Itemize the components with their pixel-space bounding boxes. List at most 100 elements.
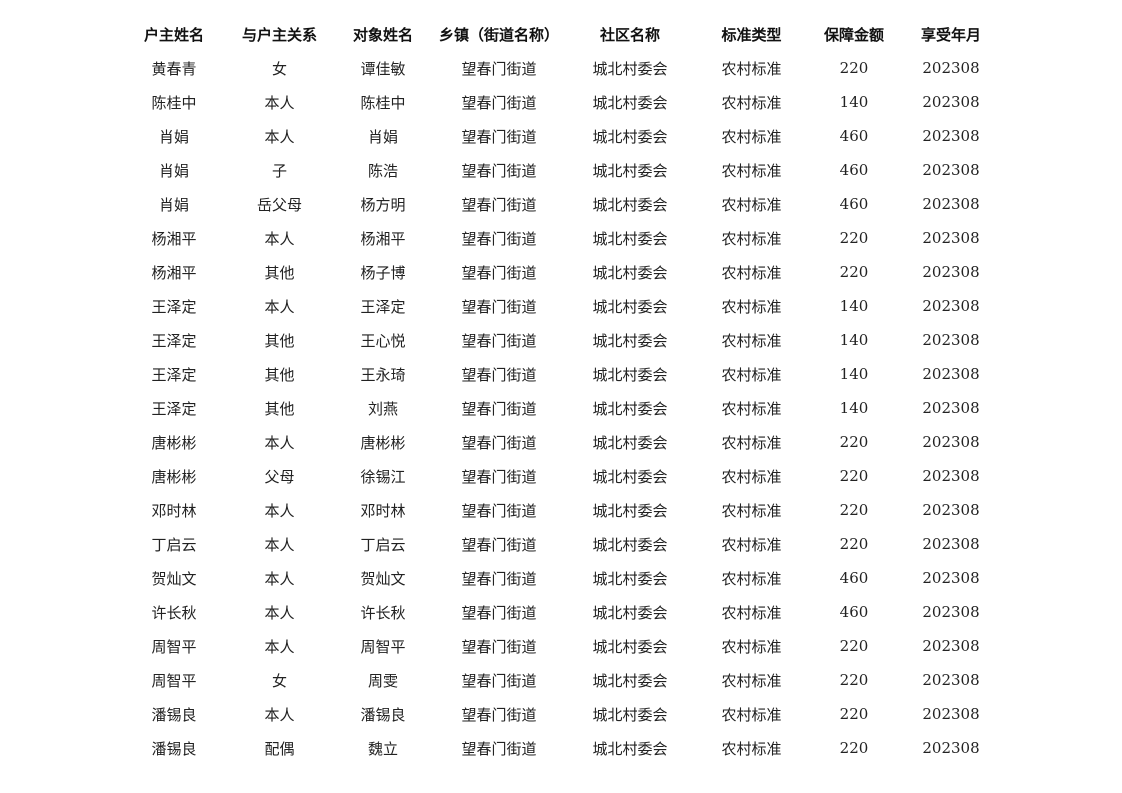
- cell-recipient-name: 周智平: [360, 637, 406, 656]
- cell-township: 望春门街道: [461, 705, 537, 724]
- cell-township: 望春门街道: [461, 637, 537, 656]
- cell-period: 202308: [922, 433, 980, 451]
- cell-amount: 220: [839, 535, 869, 553]
- cell-relationship: 其他: [264, 331, 295, 350]
- cell-amount: 140: [839, 297, 869, 315]
- table-row: 杨湘平 本人 杨湘平 望春门街道 城北村委会 农村标准 220 202308: [120, 221, 1000, 255]
- cell-community: 城北村委会: [592, 59, 668, 78]
- cell-community: 城北村委会: [592, 671, 668, 690]
- cell-standard-type: 农村标准: [721, 501, 782, 520]
- cell-period: 202308: [922, 535, 980, 553]
- cell-amount: 220: [839, 501, 869, 519]
- cell-standard-type: 农村标准: [721, 705, 782, 724]
- cell-relationship: 本人: [264, 297, 295, 316]
- cell-recipient-name: 许长秋: [360, 603, 406, 622]
- cell-amount: 460: [839, 195, 869, 213]
- cell-household-head-name: 王泽定: [151, 365, 197, 384]
- cell-amount: 460: [839, 603, 869, 621]
- cell-household-head-name: 许长秋: [151, 603, 197, 622]
- cell-community: 城北村委会: [592, 603, 668, 622]
- cell-household-head-name: 唐彬彬: [151, 433, 197, 452]
- cell-community: 城北村委会: [592, 365, 668, 384]
- cell-household-head-name: 潘锡良: [151, 739, 197, 758]
- cell-standard-type: 农村标准: [721, 603, 782, 622]
- table-row: 周智平 女 周雯 望春门街道 城北村委会 农村标准 220 202308: [120, 663, 1000, 697]
- cell-relationship: 本人: [264, 433, 295, 452]
- cell-township: 望春门街道: [461, 603, 537, 622]
- cell-recipient-name: 肖娟: [367, 127, 398, 146]
- cell-township: 望春门街道: [461, 433, 537, 452]
- cell-standard-type: 农村标准: [721, 637, 782, 656]
- beneficiary-table: 户主姓名 与户主关系 对象姓名 乡镇（街道名称） 社区名称 标准类型 保障金额 享受年月 黄春…: [120, 17, 1000, 765]
- column-header-township: 乡镇（街道名称）: [438, 25, 559, 44]
- column-header-household-head-name: 户主姓名: [143, 25, 204, 44]
- cell-township: 望春门街道: [461, 263, 537, 282]
- cell-standard-type: 农村标准: [721, 739, 782, 758]
- table-row: 唐彬彬 本人 唐彬彬 望春门街道 城北村委会 农村标准 220 202308: [120, 425, 1000, 459]
- cell-standard-type: 农村标准: [721, 161, 782, 180]
- cell-period: 202308: [922, 603, 980, 621]
- cell-household-head-name: 杨湘平: [151, 229, 197, 248]
- cell-household-head-name: 唐彬彬: [151, 467, 197, 486]
- cell-recipient-name: 谭佳敏: [360, 59, 406, 78]
- cell-community: 城北村委会: [592, 127, 668, 146]
- cell-household-head-name: 杨湘平: [151, 263, 197, 282]
- table-row: 贺灿文 本人 贺灿文 望春门街道 城北村委会 农村标准 460 202308: [120, 561, 1000, 595]
- cell-household-head-name: 肖娟: [158, 195, 189, 214]
- table-row: 陈桂中 本人 陈桂中 望春门街道 城北村委会 农村标准 140 202308: [120, 85, 1000, 119]
- table-row: 丁启云 本人 丁启云 望春门街道 城北村委会 农村标准 220 202308: [120, 527, 1000, 561]
- cell-standard-type: 农村标准: [721, 331, 782, 350]
- cell-household-head-name: 肖娟: [158, 161, 189, 180]
- cell-period: 202308: [922, 467, 980, 485]
- cell-community: 城北村委会: [592, 535, 668, 554]
- cell-household-head-name: 黄春青: [151, 59, 197, 78]
- cell-recipient-name: 王泽定: [360, 297, 406, 316]
- cell-period: 202308: [922, 161, 980, 179]
- cell-relationship: 本人: [264, 501, 295, 520]
- cell-recipient-name: 徐锡江: [360, 467, 406, 486]
- table-row: 王泽定 本人 王泽定 望春门街道 城北村委会 农村标准 140 202308: [120, 289, 1000, 323]
- cell-community: 城北村委会: [592, 195, 668, 214]
- cell-community: 城北村委会: [592, 433, 668, 452]
- cell-township: 望春门街道: [461, 59, 537, 78]
- cell-community: 城北村委会: [592, 501, 668, 520]
- cell-period: 202308: [922, 705, 980, 723]
- cell-township: 望春门街道: [461, 195, 537, 214]
- cell-household-head-name: 王泽定: [151, 331, 197, 350]
- column-header-relationship: 与户主关系: [241, 25, 317, 44]
- cell-township: 望春门街道: [461, 739, 537, 758]
- table-row: 杨湘平 其他 杨子博 望春门街道 城北村委会 农村标准 220 202308: [120, 255, 1000, 289]
- cell-amount: 460: [839, 127, 869, 145]
- cell-household-head-name: 周智平: [151, 637, 197, 656]
- table-row: 唐彬彬 父母 徐锡江 望春门街道 城北村委会 农村标准 220 202308: [120, 459, 1000, 493]
- cell-standard-type: 农村标准: [721, 399, 782, 418]
- table-row: 周智平 本人 周智平 望春门街道 城北村委会 农村标准 220 202308: [120, 629, 1000, 663]
- cell-township: 望春门街道: [461, 127, 537, 146]
- cell-amount: 460: [839, 161, 869, 179]
- cell-household-head-name: 邓时林: [151, 501, 197, 520]
- cell-township: 望春门街道: [461, 399, 537, 418]
- table-row: 肖娟 本人 肖娟 望春门街道 城北村委会 农村标准 460 202308: [120, 119, 1000, 153]
- cell-standard-type: 农村标准: [721, 229, 782, 248]
- cell-amount: 220: [839, 467, 869, 485]
- table-header-row: 户主姓名 与户主关系 对象姓名 乡镇（街道名称） 社区名称 标准类型 保障金额 享受年月: [120, 17, 1000, 51]
- cell-standard-type: 农村标准: [721, 195, 782, 214]
- cell-standard-type: 农村标准: [721, 365, 782, 384]
- cell-period: 202308: [922, 195, 980, 213]
- cell-relationship: 其他: [264, 399, 295, 418]
- cell-period: 202308: [922, 501, 980, 519]
- cell-relationship: 岳父母: [256, 195, 302, 214]
- cell-community: 城北村委会: [592, 229, 668, 248]
- column-header-standard-type: 标准类型: [721, 25, 782, 44]
- cell-relationship: 本人: [264, 229, 295, 248]
- cell-community: 城北村委会: [592, 569, 668, 588]
- cell-standard-type: 农村标准: [721, 671, 782, 690]
- cell-standard-type: 农村标准: [721, 59, 782, 78]
- cell-relationship: 女: [271, 59, 287, 78]
- table-row: 黄春青 女 谭佳敏 望春门街道 城北村委会 农村标准 220 202308: [120, 51, 1000, 85]
- cell-relationship: 本人: [264, 535, 295, 554]
- cell-household-head-name: 王泽定: [151, 297, 197, 316]
- cell-period: 202308: [922, 59, 980, 77]
- cell-community: 城北村委会: [592, 161, 668, 180]
- column-header-period: 享受年月: [920, 25, 981, 44]
